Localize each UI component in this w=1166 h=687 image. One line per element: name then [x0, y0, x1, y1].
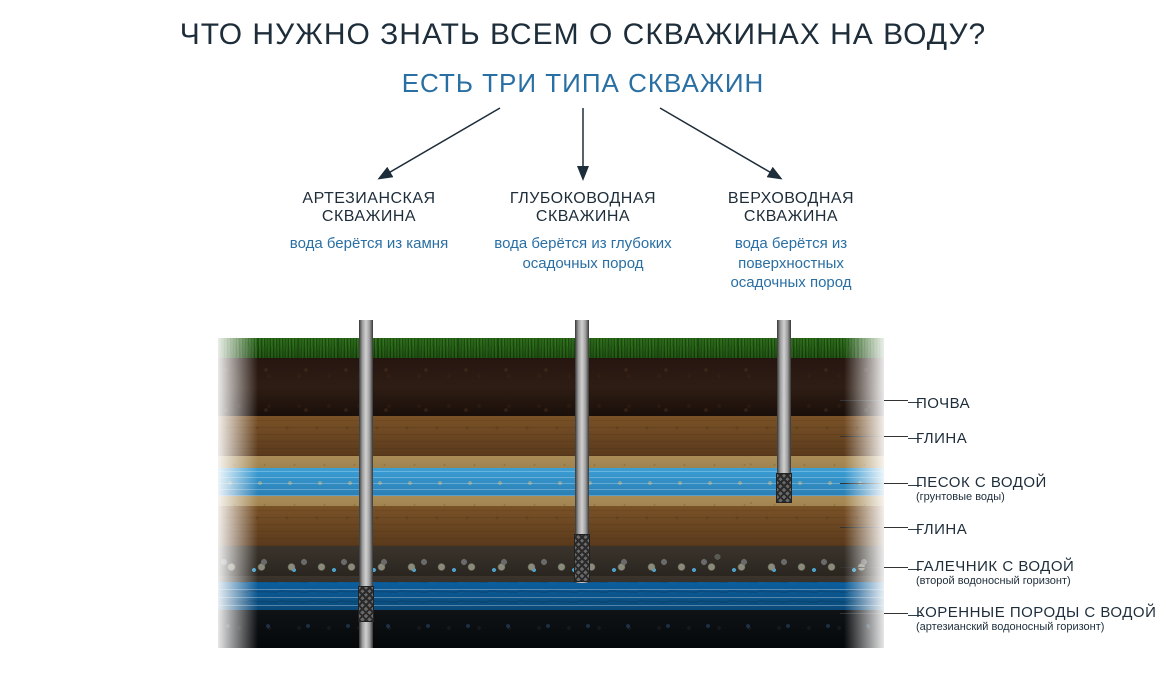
- layer-clay2: [218, 506, 884, 546]
- well-label-2: ВЕРХОВОДНАЯСКВАЖИНА вода берётся из повер…: [701, 190, 881, 293]
- layer-label-clay2: ГЛИНА: [916, 521, 967, 538]
- well-filter-1: [574, 534, 590, 582]
- well-label-1: ГЛУБОКОВОДНАЯСКВАЖИНА вода берётся из глу…: [493, 190, 673, 273]
- layer-label-clay1: ГЛИНА: [916, 430, 967, 447]
- subtitle: ЕСТЬ ТРИ ТИПА СКВАЖИН: [0, 68, 1166, 99]
- leader-gravel: [840, 567, 908, 568]
- layer-label-sub-gravel: (второй водоносный горизонт): [916, 575, 1074, 587]
- layer-gravel: [218, 546, 884, 582]
- arrow-2: [660, 108, 780, 178]
- well-filter-2: [776, 473, 792, 503]
- well-desc-2: вода берётся из поверхностных осадочных …: [701, 234, 881, 293]
- well-desc-0: вода берётся из камня: [284, 234, 454, 254]
- layer-bedrock_water: [218, 582, 884, 610]
- well-label-0: АРТЕЗИАНСКАЯСКВАЖИНА вода берётся из камн…: [284, 190, 454, 254]
- layer-label-sub-sand_water: (грунтовые воды): [916, 491, 1047, 503]
- infographic-container: ЧТО НУЖНО ЗНАТЬ ВСЕМ О СКВАЖИНАХ НА ВОДУ…: [0, 0, 1166, 687]
- layer-label-name-bedrock: КОРЕННЫЕ ПОРОДЫ С ВОДОЙ: [916, 604, 1156, 621]
- layer-label-sand_water: ПЕСОК С ВОДОЙ(грунтовые воды): [916, 474, 1047, 503]
- layer-bedrock: [218, 610, 884, 648]
- layer-label-sub-bedrock: (артезианский водоносный горизонт): [916, 621, 1156, 633]
- leader-soil: [840, 400, 908, 401]
- subtitle-text: ЕСТЬ ТРИ ТИПА СКВАЖИН: [402, 68, 765, 98]
- layer-label-name-clay2: ГЛИНА: [916, 521, 967, 538]
- layer-label-bedrock: КОРЕННЫЕ ПОРОДЫ С ВОДОЙ(артезианский вод…: [916, 604, 1156, 633]
- layer-label-name-soil: ПОЧВА: [916, 395, 970, 412]
- well-name-0: АРТЕЗИАНСКАЯСКВАЖИНА: [284, 190, 454, 226]
- well-name-1: ГЛУБОКОВОДНАЯСКВАЖИНА: [493, 190, 673, 226]
- well-name-2: ВЕРХОВОДНАЯСКВАЖИНА: [701, 190, 881, 226]
- arrow-0: [380, 108, 500, 178]
- layer-label-name-gravel: ГАЛЕЧНИК С ВОДОЙ: [916, 558, 1074, 575]
- leader-clay2: [840, 527, 908, 528]
- layer-label-soil: ПОЧВА: [916, 395, 970, 412]
- leader-clay1: [840, 436, 908, 437]
- well-filter-0: [358, 586, 374, 622]
- layer-label-name-sand_water: ПЕСОК С ВОДОЙ: [916, 474, 1047, 491]
- leader-sand_water: [840, 483, 908, 484]
- main-title: ЧТО НУЖНО ЗНАТЬ ВСЕМ О СКВАЖИНАХ НА ВОДУ…: [0, 18, 1166, 52]
- leader-bedrock: [840, 613, 908, 614]
- well-desc-1: вода берётся из глубоких осадочных пород: [493, 234, 673, 273]
- title-text: ЧТО НУЖНО ЗНАТЬ ВСЕМ О СКВАЖИНАХ НА ВОДУ…: [180, 18, 986, 51]
- layer-label-gravel: ГАЛЕЧНИК С ВОДОЙ(второй водоносный гориз…: [916, 558, 1074, 587]
- layer-label-name-clay1: ГЛИНА: [916, 430, 967, 447]
